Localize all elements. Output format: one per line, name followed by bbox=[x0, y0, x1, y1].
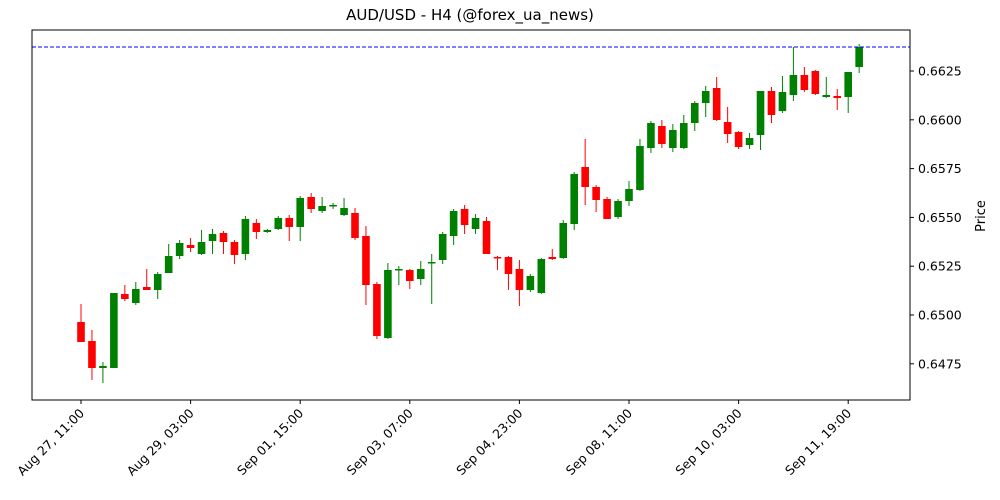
y-axis-label: Price bbox=[974, 200, 989, 232]
x-tick-label: Sep 11, 19:00 bbox=[782, 405, 854, 477]
y-tick-label: 0.6525 bbox=[918, 259, 962, 274]
x-tick-label: Sep 01, 15:00 bbox=[234, 405, 306, 477]
x-tick-label: Sep 03, 07:00 bbox=[343, 405, 415, 477]
x-tick-label: Aug 27, 11:00 bbox=[14, 405, 87, 478]
y-tick-label: 0.6625 bbox=[918, 64, 962, 79]
x-tick-label: Aug 29, 03:00 bbox=[124, 405, 197, 478]
y-tick-label: 0.6575 bbox=[918, 161, 962, 176]
y-tick-label: 0.6500 bbox=[918, 308, 962, 323]
y-tick-label: 0.6600 bbox=[918, 112, 962, 127]
chart-title: AUD/USD - H4 (@forex_ua_news) bbox=[346, 6, 594, 24]
x-tick-label: Sep 10, 03:00 bbox=[672, 405, 744, 477]
x-tick-label: Sep 04, 23:00 bbox=[453, 405, 525, 477]
candles bbox=[77, 44, 863, 383]
y-tick-label: 0.6475 bbox=[918, 356, 962, 371]
y-tick-label: 0.6550 bbox=[918, 210, 962, 225]
plot-frame bbox=[31, 29, 911, 401]
x-tick-label: Sep 08, 11:00 bbox=[563, 405, 635, 477]
